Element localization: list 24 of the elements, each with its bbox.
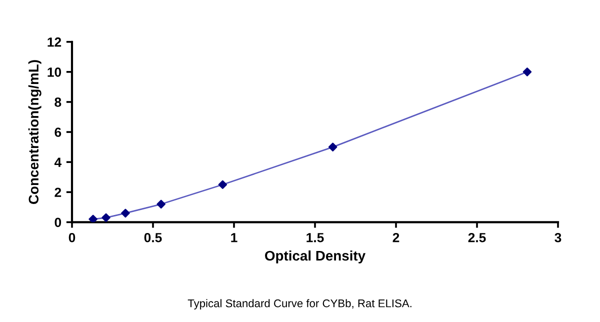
point bbox=[156, 200, 166, 209]
point bbox=[522, 68, 532, 76]
point bbox=[121, 208, 130, 218]
x-tick-label: 0 bbox=[68, 232, 76, 242]
x-tick-label: 1 bbox=[231, 233, 238, 242]
point bbox=[328, 142, 338, 152]
point bbox=[218, 180, 228, 189]
y-tick-label: 10 bbox=[48, 67, 62, 77]
x-tick-label: 3 bbox=[554, 232, 562, 242]
y-tick-label: 0 bbox=[54, 218, 62, 228]
x-tick-label: 1.5 bbox=[306, 233, 324, 242]
text: Typical Standard Curve for CYBb, Rat ELISA. bbox=[188, 299, 412, 310]
y-tick-label: 6 bbox=[54, 128, 62, 137]
x-tick-label: 2.5 bbox=[468, 232, 486, 242]
y-tick-label: 2 bbox=[54, 188, 62, 197]
x-axis-title: Optical Density bbox=[265, 250, 366, 264]
y-tick-label: 12 bbox=[48, 37, 62, 47]
y-tick-label: 8 bbox=[54, 98, 62, 107]
point bbox=[102, 213, 110, 222]
x-tick-label: 2 bbox=[392, 232, 400, 242]
y-tick-label: 4 bbox=[54, 158, 62, 167]
point bbox=[88, 214, 98, 222]
x-tick-label: 0.5 bbox=[144, 232, 162, 242]
y-axis-title: Concentration(ng/mL) bbox=[28, 60, 42, 204]
